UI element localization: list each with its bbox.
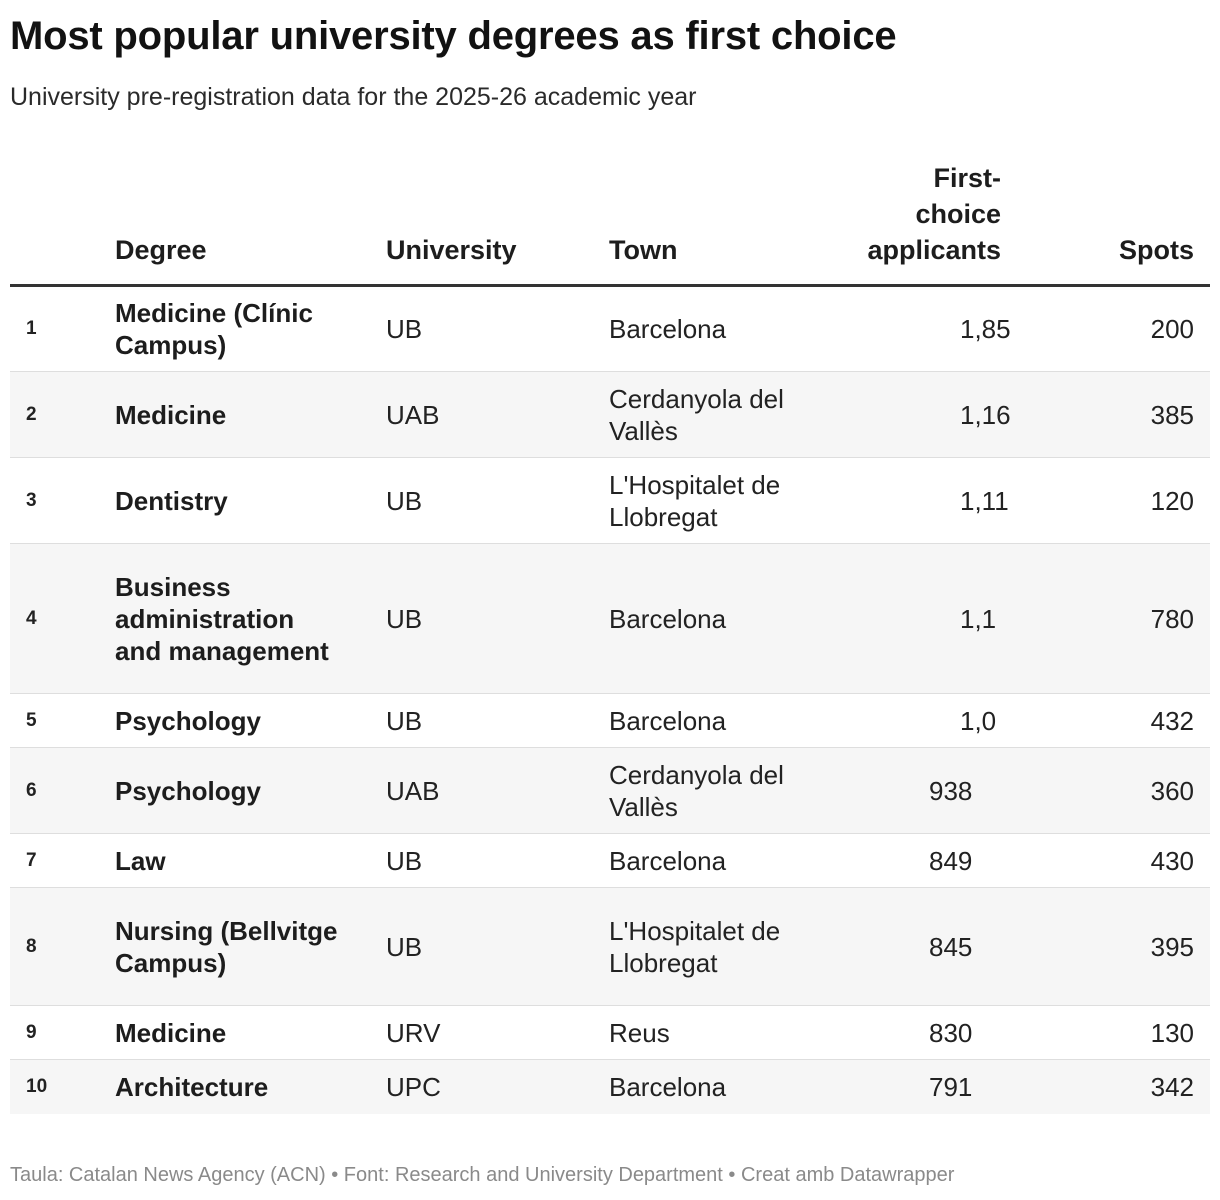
- applicants-cell: 938: [794, 747, 1017, 834]
- table-row: 9 Medicine URV Reus 830 130: [10, 1005, 1210, 1060]
- applicants-cell: 830: [794, 1005, 1017, 1060]
- university-cell: UB: [386, 457, 609, 544]
- table-row: 3 Dentistry UB L'Hospitalet de Llobregat 1,1…: [10, 457, 1210, 544]
- applicants-value: 845: [929, 931, 973, 962]
- column-header-first-choice-applicants[interactable]: First-choice applicants: [794, 160, 1017, 287]
- table-row: 4 Business administration and management U…: [10, 543, 1210, 694]
- applicants-value: 1,85: [960, 314, 1011, 344]
- town-cell: Barcelona: [609, 285, 794, 372]
- column-header-degree[interactable]: Degree: [115, 160, 386, 287]
- town-cell: L'Hospitalet de Llobregat: [609, 457, 794, 544]
- rank-cell: 1: [10, 285, 115, 372]
- town-cell: Barcelona: [609, 693, 794, 748]
- spots-cell: 120: [1017, 457, 1210, 544]
- degree-cell: Law: [115, 833, 386, 888]
- applicants-value: 1,0: [960, 705, 997, 736]
- spots-cell: 342: [1017, 1059, 1210, 1114]
- town-cell: Cerdanyola del Vallès: [609, 747, 794, 834]
- spots-cell: 130: [1017, 1005, 1210, 1060]
- spots-cell: 780: [1017, 543, 1210, 694]
- table-row: 1 Medicine (Clínic Campus) UB Barcelona 1,85…: [10, 285, 1210, 372]
- applicants-cell: 1,85: [794, 285, 1017, 372]
- applicants-cell: 1,0: [794, 693, 1017, 748]
- rank-cell: 4: [10, 543, 115, 694]
- degree-cell: Psychology: [115, 693, 386, 748]
- applicants-value: 849: [929, 845, 973, 876]
- source-footer: Taula: Catalan News Agency (ACN) • Font:…: [10, 1164, 955, 1186]
- rank-cell: 9: [10, 1005, 115, 1060]
- applicants-value: 830: [929, 1017, 973, 1048]
- table-header-row: Degree University Town First-choice appl…: [10, 160, 1210, 287]
- page-subtitle: University pre-registration data for the…: [10, 83, 697, 111]
- rank-cell: 8: [10, 887, 115, 1006]
- applicants-cell: 791: [794, 1059, 1017, 1114]
- university-cell: UB: [386, 887, 609, 1006]
- town-cell: Barcelona: [609, 833, 794, 888]
- spots-cell: 200: [1017, 285, 1210, 372]
- table-row: 7 Law UB Barcelona 849 430: [10, 833, 1210, 888]
- applicants-value: 1,1: [960, 603, 997, 634]
- applicants-cell: 1,11: [794, 457, 1017, 544]
- university-cell: UAB: [386, 747, 609, 834]
- town-cell: Reus: [609, 1005, 794, 1060]
- town-cell: Barcelona: [609, 543, 794, 694]
- degree-cell: Business administration and management: [115, 543, 386, 694]
- university-cell: UB: [386, 693, 609, 748]
- rank-cell: 10: [10, 1059, 115, 1114]
- university-cell: UPC: [386, 1059, 609, 1114]
- column-header-town[interactable]: Town: [609, 160, 794, 287]
- table-row: 2 Medicine UAB Cerdanyola del Vallès 1,16 385: [10, 371, 1210, 458]
- table-row: 6 Psychology UAB Cerdanyola del Vallès 938 36…: [10, 747, 1210, 834]
- rank-cell: 3: [10, 457, 115, 544]
- degree-cell: Architecture: [115, 1059, 386, 1114]
- applicants-cell: 849: [794, 833, 1017, 888]
- column-header-rank[interactable]: [10, 160, 115, 287]
- table-row: 8 Nursing (Bellvitge Campus) UB L'Hospitale…: [10, 887, 1210, 1006]
- degree-cell: Dentistry: [115, 457, 386, 544]
- rank-cell: 6: [10, 747, 115, 834]
- spots-cell: 385: [1017, 371, 1210, 458]
- table-body: 1 Medicine (Clínic Campus) UB Barcelona 1,85…: [10, 285, 1210, 1114]
- column-header-first-choice-applicants-label: First-choice applicants: [867, 163, 1001, 265]
- town-cell: Cerdanyola del Vallès: [609, 371, 794, 458]
- spots-cell: 432: [1017, 693, 1210, 748]
- degree-cell: Medicine: [115, 1005, 386, 1060]
- applicants-value: 791: [929, 1071, 973, 1102]
- applicants-value: 1,11: [960, 485, 1009, 516]
- spots-cell: 360: [1017, 747, 1210, 834]
- applicants-value: 1,16: [960, 399, 1011, 430]
- applicants-cell: 845: [794, 887, 1017, 1006]
- spots-cell: 395: [1017, 887, 1210, 1006]
- rank-cell: 7: [10, 833, 115, 888]
- town-cell: L'Hospitalet de Llobregat: [609, 887, 794, 1006]
- rank-cell: 5: [10, 693, 115, 748]
- rank-cell: 2: [10, 371, 115, 458]
- university-cell: UAB: [386, 371, 609, 458]
- page-title: Most popular university degrees as first…: [10, 14, 897, 58]
- degree-cell: Medicine: [115, 371, 386, 458]
- degree-cell: Nursing (Bellvitge Campus): [115, 887, 386, 1006]
- applicants-value: 938: [929, 775, 973, 806]
- degree-cell: Medicine (Clínic Campus): [115, 285, 386, 372]
- applicants-cell: 1,1: [794, 543, 1017, 694]
- town-cell: Barcelona: [609, 1059, 794, 1114]
- university-cell: UB: [386, 543, 609, 694]
- table-row: 10 Architecture UPC Barcelona 791 342: [10, 1059, 1210, 1114]
- degrees-table: Degree University Town First-choice appl…: [10, 160, 1210, 1114]
- spots-cell: 430: [1017, 833, 1210, 888]
- university-cell: UB: [386, 285, 609, 372]
- university-cell: UB: [386, 833, 609, 888]
- degree-cell: Psychology: [115, 747, 386, 834]
- column-header-university[interactable]: University: [386, 160, 609, 287]
- table-row: 5 Psychology UB Barcelona 1,0 432: [10, 693, 1210, 748]
- column-header-spots[interactable]: Spots: [1017, 160, 1210, 287]
- university-cell: URV: [386, 1005, 609, 1060]
- applicants-cell: 1,16: [794, 371, 1017, 458]
